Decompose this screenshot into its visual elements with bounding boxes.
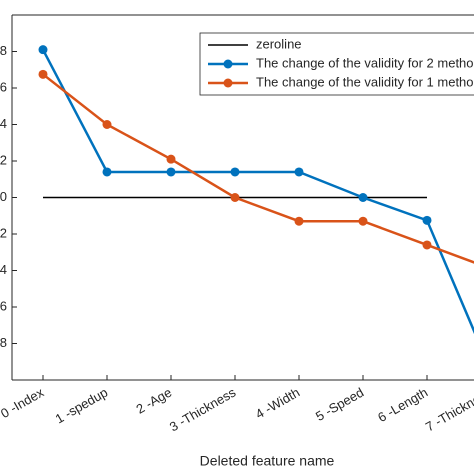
legend: zeroline The change of the validity for 2… bbox=[199, 32, 474, 96]
x-axis-label: Deleted feature name bbox=[200, 453, 335, 469]
x-tick-label: 5 -Speed bbox=[313, 385, 366, 424]
y-tick-label: 0 bbox=[0, 189, 7, 204]
point bbox=[38, 69, 48, 79]
point bbox=[422, 240, 432, 250]
x-tick-label: 2 -Age bbox=[134, 385, 175, 417]
y-tick-label: 0.2 bbox=[0, 152, 7, 167]
x-tick-label: 4 -Width bbox=[253, 385, 302, 422]
x-tick-label: 0 -Index bbox=[0, 384, 47, 421]
legend-marker bbox=[223, 78, 233, 88]
series-line bbox=[41, 49, 474, 335]
y-tick-label: -0.8 bbox=[0, 335, 7, 350]
point bbox=[102, 167, 112, 177]
y-tick-label: 0.8 bbox=[0, 43, 7, 58]
x-tick-label: 1 -spedup bbox=[53, 385, 111, 427]
point bbox=[358, 216, 368, 226]
point bbox=[102, 120, 112, 129]
y-tick-label: -0.2 bbox=[0, 225, 7, 240]
legend-label: The change of the validity for 1 method bbox=[256, 74, 474, 89]
legend-label: zeroline bbox=[256, 36, 302, 51]
point bbox=[38, 45, 48, 55]
point bbox=[422, 215, 432, 225]
y-tick-label: 0.4 bbox=[0, 116, 7, 131]
point bbox=[230, 167, 240, 177]
y-tick-label: -0.4 bbox=[0, 262, 7, 277]
x-tick-label: 7 -Thickness bbox=[423, 384, 474, 434]
legend-label: The change of the validity for 2 methods bbox=[256, 55, 474, 70]
point bbox=[230, 193, 240, 202]
point bbox=[294, 216, 304, 226]
point bbox=[294, 167, 304, 177]
point bbox=[166, 167, 176, 177]
x-tick-label: 3 -Thickness bbox=[167, 384, 239, 434]
series-line bbox=[42, 73, 474, 264]
legend-marker bbox=[223, 59, 233, 69]
y-tick-label: -0.6 bbox=[0, 298, 7, 313]
point bbox=[358, 193, 368, 202]
point bbox=[166, 154, 176, 164]
y-tick-label: 0.6 bbox=[0, 79, 7, 94]
x-tick-label: 6 -Length bbox=[375, 385, 430, 425]
